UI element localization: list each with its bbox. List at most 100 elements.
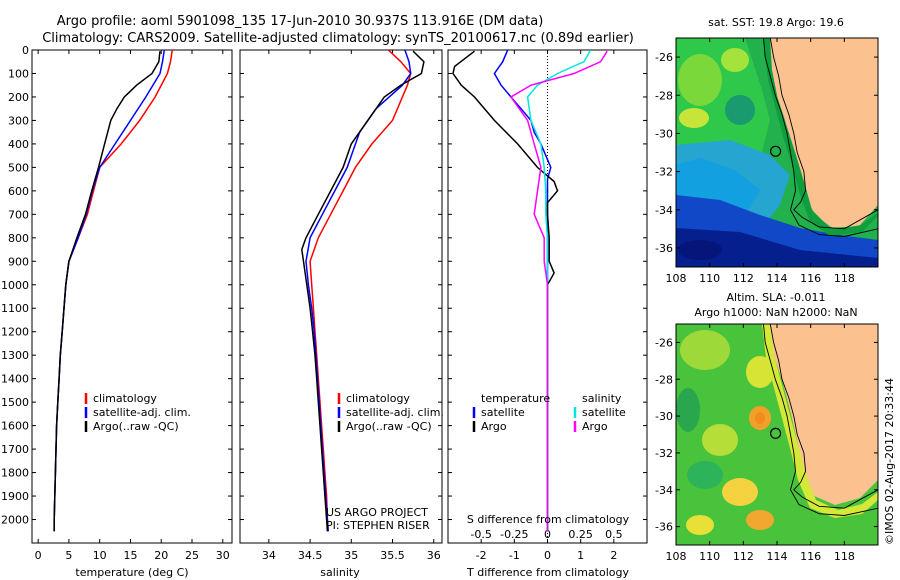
map-x-tick-label: 116	[800, 272, 821, 285]
difference-top-tick-label: -0.5	[470, 528, 491, 541]
series-line-2	[53, 51, 161, 532]
depth-tick-label: 1800	[1, 467, 29, 480]
salinity-tick-label: 36	[427, 549, 441, 562]
map-x-tick-label: 112	[733, 550, 754, 563]
depth-tick-label: 1200	[1, 326, 29, 339]
difference-tick-label: -2	[476, 549, 487, 562]
map-x-tick-label: 108	[666, 272, 687, 285]
salinity-axis-ticks: 34 34.5 35 35.5 36	[240, 49, 442, 562]
figure-title-line1: Argo profile: aoml 5901098_135 17-Jun-20…	[57, 14, 544, 29]
depth-tick-label: 1700	[1, 443, 29, 456]
timestamp: ©IMOS 02-Aug-2017 20:33:44	[883, 378, 896, 545]
legend-label-1: Argo	[481, 420, 507, 433]
legend-label-2: Argo(..raw -QC)	[93, 420, 179, 433]
temperature-tick-label: 25	[185, 549, 199, 562]
series-line-0	[309, 50, 412, 532]
series-line-3	[509, 50, 608, 532]
difference-legend: temperature salinitysatelliteArgosatellit…	[472, 392, 626, 433]
temperature-tick-label: 0	[35, 549, 42, 562]
legend-label-0: climatology	[93, 392, 157, 405]
credit-project: US ARGO PROJECT	[326, 506, 428, 519]
sla-coastline	[763, 324, 878, 516]
difference-top-tick-label: 0	[544, 528, 551, 541]
sla-map-title2: Argo h1000: NaN h2000: NaN	[694, 306, 857, 319]
legend-label-0: climatology	[346, 392, 410, 405]
difference-top-tick-label: 0.5	[605, 528, 623, 541]
difference-top-tick-label: -0.25	[500, 528, 528, 541]
temperature-axes-frame	[31, 49, 233, 544]
difference-tick-label: 1	[577, 549, 584, 562]
depth-tick-label: 500	[8, 161, 29, 174]
depth-tick-label: 1400	[1, 373, 29, 386]
legend-salinity-header: salinity	[582, 392, 622, 405]
salinity-panel: 34 34.5 35 35.5 36 climatologysatellite-adj.…	[239, 49, 444, 579]
sst-coastline	[763, 38, 878, 237]
salinity-lines	[301, 50, 425, 532]
legend-temperature-header: temperature	[481, 392, 550, 405]
map-y-tick-label: -26	[655, 336, 673, 349]
depth-tick-label: 200	[8, 91, 29, 104]
temperature-tick-label: 20	[154, 549, 168, 562]
map-x-tick-label: 110	[699, 272, 720, 285]
salinity-tick-label: 35	[344, 549, 358, 562]
depth-tick-label: 800	[8, 232, 29, 245]
sst-map-axis-ticks: 108 110 112 114 116 118 -26 -28 -30 -32 -34 -36	[655, 38, 878, 285]
map-y-tick-label: -32	[655, 447, 673, 460]
map-x-tick-label: 118	[834, 550, 855, 563]
salinity-tick-label: 35.5	[380, 549, 405, 562]
map-y-tick-label: -34	[655, 204, 673, 217]
salinity-tick-label: 34.5	[298, 549, 323, 562]
map-x-tick-label: 112	[733, 272, 754, 285]
sst-float-marker	[769, 145, 782, 157]
difference-lines	[452, 50, 608, 532]
sst-map-title: sat. SST: 19.8 Argo: 19.6	[708, 16, 844, 29]
depth-axis-ticks: 0 100 200 300 400 500 600 700 800 900 1000 1100 1200…	[1, 44, 232, 527]
depth-tick-label: 1900	[1, 490, 29, 503]
sla-float-marker	[769, 427, 782, 439]
depth-tick-label: 1600	[1, 420, 29, 433]
map-y-tick-label: -34	[655, 484, 673, 497]
difference-top-tick-label: 0.25	[568, 528, 593, 541]
temperature-lines	[53, 50, 174, 532]
map-y-tick-label: -36	[655, 242, 673, 255]
difference-axis-ticks: -2 -1 0 1 2 -0.5 -0.25 0 0.25 0.5	[448, 49, 647, 562]
depth-tick-label: 700	[8, 208, 29, 221]
difference-tick-label: 0	[544, 549, 551, 562]
map-y-tick-label: -28	[655, 89, 673, 102]
difference-tick-label: 2	[610, 549, 617, 562]
legend-label-1: satellite-adj. clim.	[346, 406, 444, 419]
depth-tick-label: 1500	[1, 396, 29, 409]
temperature-tick-label: 30	[216, 549, 230, 562]
sla-map-image	[676, 324, 878, 545]
temperature-tick-label: 5	[65, 549, 72, 562]
legend-label-2: satellite	[582, 406, 626, 419]
temperature-axis-ticks: 0 5 10 15 20 25 30	[35, 50, 230, 562]
difference-top-label: S difference from climatology	[467, 513, 630, 526]
temperature-tick-label: 15	[123, 549, 137, 562]
legend-label-3: Argo	[582, 420, 608, 433]
sla-map-title1: Altim. SLA: -0.011	[726, 291, 825, 304]
map-y-tick-label: -30	[655, 127, 673, 140]
map-x-tick-label: 118	[834, 272, 855, 285]
difference-panel: -2 -1 0 1 2 -0.5 -0.25 0 0.25 0.5 temperature sali…	[447, 49, 648, 579]
depth-tick-label: 600	[8, 185, 29, 198]
map-x-tick-label: 114	[767, 272, 788, 285]
legend-label-0: satellite	[481, 406, 525, 419]
map-y-tick-label: -36	[655, 521, 673, 534]
map-y-tick-label: -30	[655, 410, 673, 423]
salinity-xlabel: salinity	[320, 566, 360, 579]
legend-label-2: Argo(..raw -QC)	[346, 420, 432, 433]
map-x-tick-label: 116	[800, 550, 821, 563]
depth-tick-label: 300	[8, 114, 29, 127]
map-x-tick-label: 108	[666, 550, 687, 563]
depth-tick-label: 1100	[1, 302, 29, 315]
temperature-tick-label: 10	[93, 549, 107, 562]
salinity-axes-frame	[239, 49, 443, 544]
map-x-tick-label: 114	[767, 550, 788, 563]
difference-xlabel: T difference from climatology	[466, 566, 629, 579]
depth-tick-label: 100	[8, 67, 29, 80]
map-y-tick-label: -32	[655, 166, 673, 179]
map-y-tick-label: -26	[655, 51, 673, 64]
series-line-2	[301, 50, 425, 532]
